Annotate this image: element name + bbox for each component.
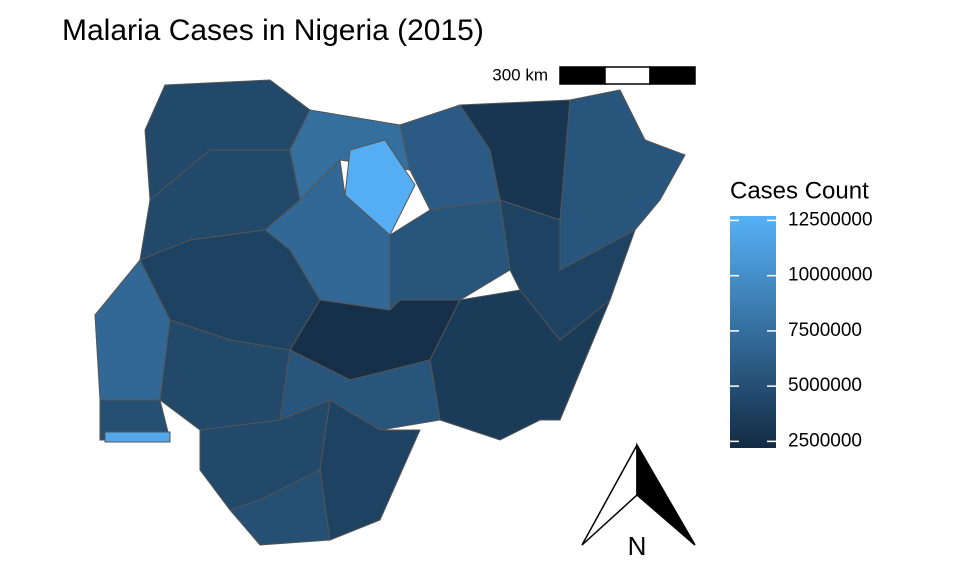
scale-bar-label: 300 km <box>492 65 548 84</box>
legend-tick-label: 2500000 <box>788 430 862 451</box>
north-label: N <box>628 531 647 561</box>
legend-tick-label: 7500000 <box>788 320 862 341</box>
map-title: Malaria Cases in Nigeria (2015) <box>62 14 484 47</box>
regions <box>94 79 686 546</box>
legend-tick-label: 12500000 <box>788 209 873 230</box>
north-arrow <box>581 442 696 546</box>
colorbar <box>730 216 776 448</box>
region <box>229 469 331 546</box>
legend-tick-label: 5000000 <box>788 375 862 396</box>
region <box>389 199 511 312</box>
legend-title: Cases Count <box>730 177 869 204</box>
scale-bar <box>559 66 696 85</box>
region <box>104 431 171 443</box>
region <box>344 139 416 236</box>
legend-tick-label: 10000000 <box>788 265 873 286</box>
